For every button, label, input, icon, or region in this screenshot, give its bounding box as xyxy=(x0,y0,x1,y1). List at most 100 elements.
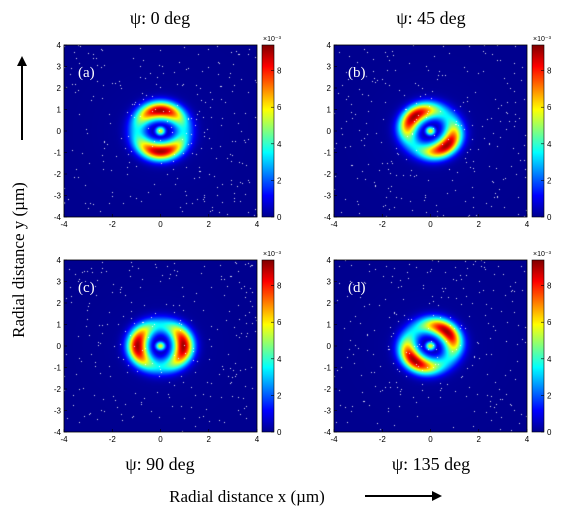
x-tick-label: 0 xyxy=(158,220,163,229)
x-tick-label: 2 xyxy=(207,435,212,444)
y-tick-label: 2 xyxy=(327,84,332,93)
heatmap-panel-4: (d) -4 -2 0 2 4 4 3 2 1 0 -1 -2 -3 -4 8 6 4 2 0 ×10⁻³ xyxy=(324,251,552,444)
x-tick-label: 4 xyxy=(255,220,260,229)
y-tick-label: -3 xyxy=(54,407,62,416)
colorbar-tick-label: 6 xyxy=(277,103,282,112)
colorbar-tick-label: 6 xyxy=(277,318,282,327)
y-tick-label: -2 xyxy=(54,385,62,394)
x-tick-label: -4 xyxy=(330,220,338,229)
x-tick-label: -2 xyxy=(109,435,117,444)
colorbar-tick-label: 4 xyxy=(547,140,552,149)
x-tick-label: 0 xyxy=(158,435,163,444)
y-tick-label: -3 xyxy=(324,407,332,416)
y-tick-label: -4 xyxy=(324,213,332,222)
y-tick-label: -2 xyxy=(324,170,332,179)
x-tick-label: -2 xyxy=(379,220,387,229)
panel-label: (c) xyxy=(78,280,95,296)
colorbar-tick-label: 2 xyxy=(547,176,552,185)
x-tick-label: 2 xyxy=(477,220,482,229)
x-tick-label: 2 xyxy=(207,220,212,229)
x-axis-label: Radial distance x (µm) xyxy=(169,487,325,506)
y-tick-label: -4 xyxy=(54,428,62,437)
colorbar-tick-label: 8 xyxy=(277,67,282,76)
panel-title-a: ψ: 0 deg xyxy=(130,8,190,28)
colorbar-frame xyxy=(261,44,275,218)
colorbar-tick-label: 8 xyxy=(547,67,552,76)
x-tick-label: 4 xyxy=(525,220,530,229)
y-tick-label: 4 xyxy=(327,256,332,265)
x-tick-label: -4 xyxy=(60,435,68,444)
colorbar-frame xyxy=(531,259,545,433)
colorbar-multiplier: ×10⁻³ xyxy=(263,36,282,43)
x-tick-label: 0 xyxy=(428,435,433,444)
colorbar-tick-label: 4 xyxy=(547,355,552,364)
panels: (a) -4 -2 0 2 4 4 3 2 1 0 -1 -2 -3 -4 8 6 4 2 0 ×10⁻³ (b) -4 -2… xyxy=(54,36,552,444)
y-tick-label: -2 xyxy=(54,170,62,179)
heatmap-panel-1: (a) -4 -2 0 2 4 4 3 2 1 0 -1 -2 -3 -4 8 6 4 2 0 ×10⁻³ xyxy=(54,36,282,229)
heatmap-image xyxy=(64,260,257,432)
y-tick-label: -3 xyxy=(324,192,332,201)
y-tick-label: 1 xyxy=(327,321,332,330)
panel-label: (a) xyxy=(78,65,95,81)
y-tick-label: 0 xyxy=(327,342,332,351)
colorbar-tick-label: 0 xyxy=(547,428,552,437)
colorbar xyxy=(532,260,544,432)
y-tick-label: 2 xyxy=(327,299,332,308)
x-tick-label: 2 xyxy=(477,435,482,444)
colorbar-multiplier: ×10⁻³ xyxy=(263,251,282,258)
x-tick-label: -4 xyxy=(330,435,338,444)
panel-label: (b) xyxy=(348,65,366,81)
x-tick-label: 4 xyxy=(525,435,530,444)
y-tick-label: 2 xyxy=(57,299,62,308)
x-tick-label: -2 xyxy=(109,220,117,229)
y-tick-label: -1 xyxy=(324,364,332,373)
colorbar-tick-label: 0 xyxy=(277,428,282,437)
y-tick-label: 2 xyxy=(57,84,62,93)
y-tick-label: 4 xyxy=(57,41,62,50)
y-tick-label: 4 xyxy=(57,256,62,265)
colorbar-tick-label: 4 xyxy=(277,355,282,364)
y-tick-label: -1 xyxy=(54,364,62,373)
colorbar xyxy=(532,45,544,217)
y-tick-label: 0 xyxy=(57,127,62,136)
y-tick-label: 3 xyxy=(57,278,62,287)
panel-title-d: ψ: 135 deg xyxy=(392,454,470,474)
colorbar-multiplier: ×10⁻³ xyxy=(533,36,552,43)
panel-title-b: ψ: 45 deg xyxy=(396,8,465,28)
x-tick-label: 0 xyxy=(428,220,433,229)
y-tick-label: 0 xyxy=(327,127,332,136)
x-tick-label: -4 xyxy=(60,220,68,229)
y-axis-label: Radial distance y (µm) xyxy=(9,182,28,338)
x-tick-label: -2 xyxy=(379,435,387,444)
heatmap-image xyxy=(334,45,527,217)
colorbar-frame xyxy=(531,44,545,218)
colorbar-frame xyxy=(261,259,275,433)
colorbar-tick-label: 8 xyxy=(277,282,282,291)
y-tick-label: 1 xyxy=(57,106,62,115)
y-tick-label: -1 xyxy=(324,149,332,158)
colorbar-tick-label: 2 xyxy=(547,391,552,400)
y-tick-label: -3 xyxy=(54,192,62,201)
y-tick-label: 1 xyxy=(327,106,332,115)
x-tick-label: 4 xyxy=(255,435,260,444)
y-tick-label: 3 xyxy=(57,63,62,72)
colorbar-tick-label: 2 xyxy=(277,176,282,185)
colorbar-multiplier: ×10⁻³ xyxy=(533,251,552,258)
colorbar-tick-label: 6 xyxy=(547,103,552,112)
heatmap-panel-2: (b) -4 -2 0 2 4 4 3 2 1 0 -1 -2 -3 -4 8 6 4 2 0 ×10⁻³ xyxy=(324,36,552,229)
heatmap-image xyxy=(64,45,257,217)
y-tick-label: 4 xyxy=(327,41,332,50)
colorbar-tick-label: 8 xyxy=(547,282,552,291)
colorbar-tick-label: 0 xyxy=(547,213,552,222)
y-tick-label: -1 xyxy=(54,149,62,158)
y-tick-label: 3 xyxy=(327,63,332,72)
y-tick-label: 1 xyxy=(57,321,62,330)
y-tick-label: -4 xyxy=(54,213,62,222)
heatmap-panel-3: (c) -4 -2 0 2 4 4 3 2 1 0 -1 -2 -3 -4 8 6 4 2 0 ×10⁻³ xyxy=(54,251,282,444)
y-tick-label: 0 xyxy=(57,342,62,351)
colorbar-tick-label: 0 xyxy=(277,213,282,222)
colorbar-tick-label: 2 xyxy=(277,391,282,400)
colorbar-tick-label: 6 xyxy=(547,318,552,327)
panel-title-c: ψ: 90 deg xyxy=(125,454,194,474)
